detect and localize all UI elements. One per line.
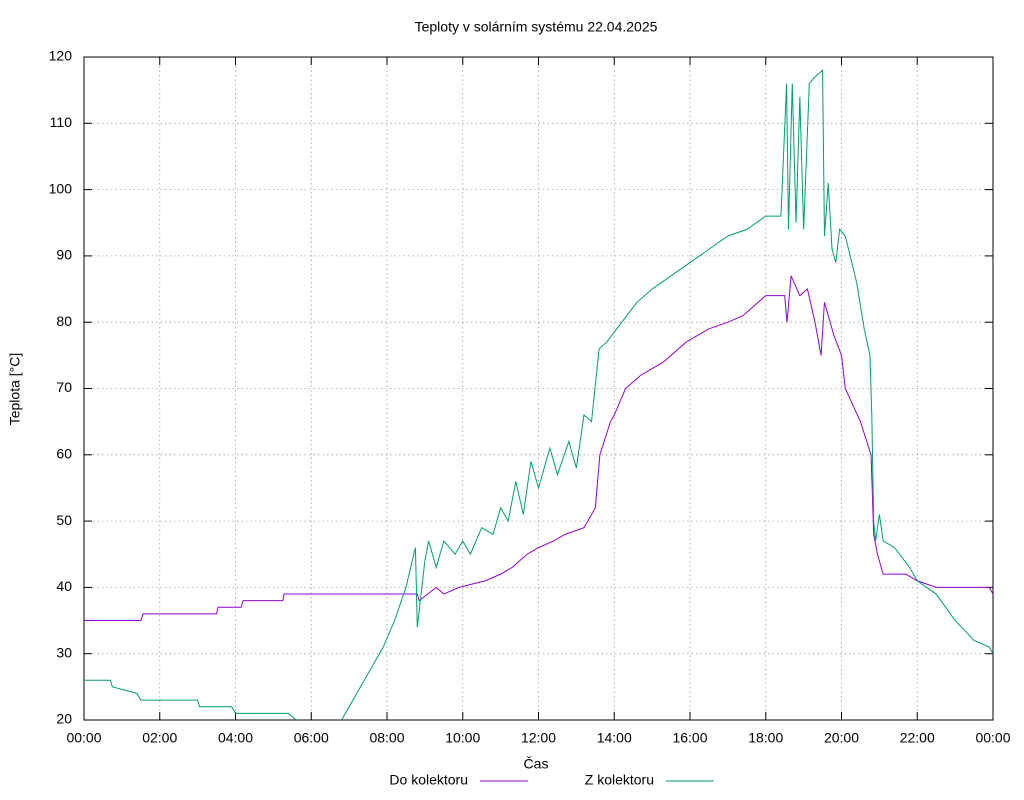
x-tick-label: 10:00 [445,730,480,746]
x-tick-label: 04:00 [218,730,253,746]
data-line [84,275,993,622]
x-tick-label: 00:00 [975,730,1010,746]
y-tick-label: 60 [56,446,72,462]
plot-border [83,56,994,721]
x-tick-label: 20:00 [824,730,859,746]
legend-label: Z kolektoru [585,772,654,788]
data-line [84,69,993,720]
x-tick-label: 22:00 [900,730,935,746]
y-tick-label: 90 [56,247,72,263]
x-axis-label: Čas [524,756,549,772]
x-tick-label: 12:00 [521,730,556,746]
x-tick-label: 14:00 [597,730,632,746]
y-tick-label: 40 [56,578,72,594]
y-tick-label: 20 [56,711,72,727]
y-tick-label: 50 [56,512,72,528]
y-tick-label: 120 [49,48,73,64]
y-tick-label: 110 [50,114,73,130]
x-tick-label: 18:00 [748,730,783,746]
x-tick-label: 06:00 [294,730,329,746]
x-tick-label: 02:00 [142,730,177,746]
y-axis-label: Teplota [°C] [7,353,23,426]
plot-area [84,69,993,720]
x-tick-label: 16:00 [672,730,707,746]
x-tick-label: 00:00 [66,730,101,746]
y-tick-label: 80 [56,313,72,329]
legend-label: Do kolektoru [389,772,468,788]
y-tick-label: 100 [49,180,73,196]
x-tick-label: 08:00 [369,730,404,746]
chart-title: Teploty v solárním systému 22.04.2025 [415,19,658,35]
y-tick-label: 70 [56,379,72,395]
y-tick-label: 30 [56,644,72,660]
